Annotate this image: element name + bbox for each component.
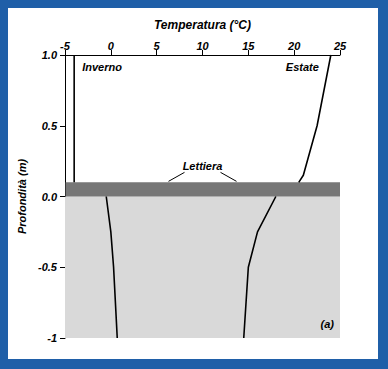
svg-text:10: 10: [196, 40, 209, 52]
svg-text:-0.5: -0.5: [38, 261, 58, 273]
svg-text:-5: -5: [60, 40, 71, 52]
svg-text:20: 20: [287, 40, 301, 52]
svg-text:0: 0: [108, 40, 115, 52]
svg-text:Temperatura (°C): Temperatura (°C): [154, 18, 251, 32]
svg-text:Inverno: Inverno: [82, 61, 122, 73]
svg-text:-1: -1: [47, 332, 57, 344]
svg-text:(a): (a): [321, 318, 335, 330]
svg-text:Profondità (m): Profondità (m): [16, 159, 28, 234]
svg-text:5: 5: [154, 40, 161, 52]
svg-text:15: 15: [242, 40, 255, 52]
svg-text:25: 25: [333, 40, 347, 52]
svg-text:Estate: Estate: [286, 61, 319, 73]
svg-text:Lettiera: Lettiera: [183, 160, 223, 172]
svg-text:0.5: 0.5: [42, 120, 58, 132]
svg-text:0.0: 0.0: [42, 191, 58, 203]
svg-text:1.0: 1.0: [42, 49, 58, 61]
